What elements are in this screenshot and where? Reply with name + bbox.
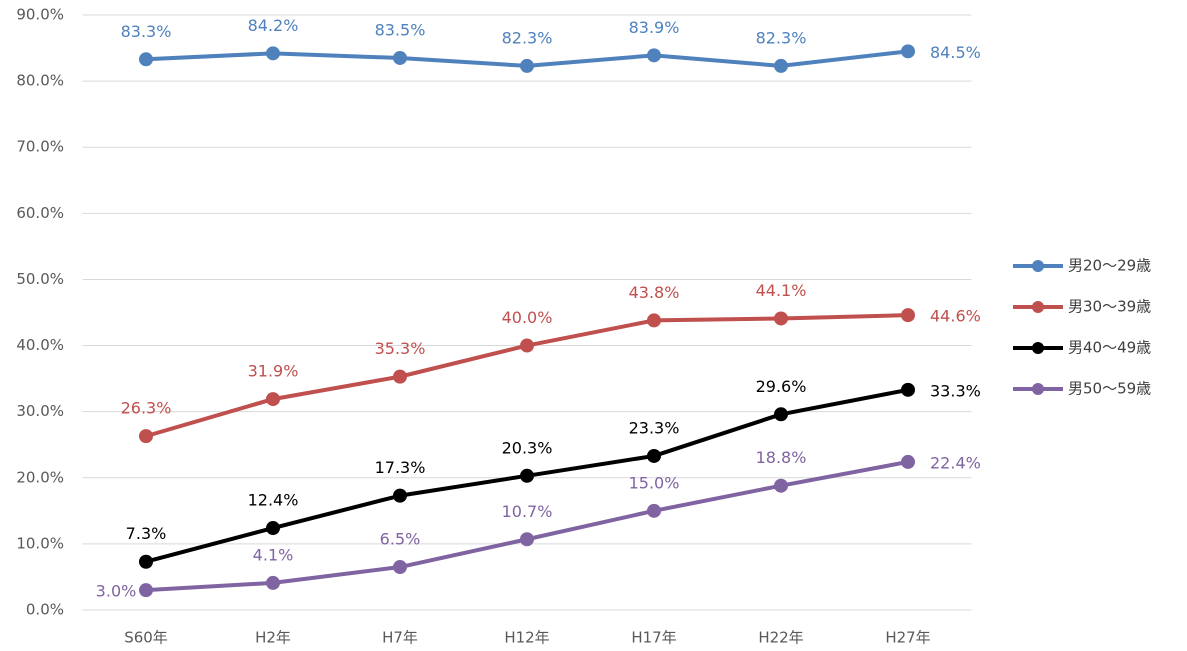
y-tick-label: 40.0% (16, 336, 64, 354)
y-tick-label: 80.0% (16, 72, 64, 90)
data-label: 15.0% (629, 473, 680, 492)
legend-label: 男20〜29歳 (1068, 257, 1151, 275)
data-label: 18.8% (756, 448, 807, 467)
point (647, 48, 661, 63)
point (266, 521, 280, 536)
point (520, 468, 534, 483)
point (393, 369, 407, 384)
point (774, 478, 788, 493)
data-label: 20.3% (502, 438, 553, 457)
data-label: 10.7% (502, 502, 553, 521)
point (393, 50, 407, 65)
legend-label: 男40〜49歳 (1068, 339, 1151, 357)
legend-marker (1032, 260, 1044, 272)
point (901, 382, 915, 397)
y-tick-label: 30.0% (16, 402, 64, 420)
x-tick-label: S60年 (124, 629, 168, 647)
x-tick-label: H27年 (885, 629, 930, 647)
data-label: 44.6% (930, 307, 981, 326)
data-label: 84.2% (248, 16, 299, 35)
legend-marker (1032, 383, 1044, 395)
point (647, 503, 661, 518)
data-label: 43.8% (629, 283, 680, 302)
data-label: 33.3% (930, 381, 981, 400)
data-label: 83.9% (629, 18, 680, 37)
data-label: 6.5% (380, 530, 421, 549)
point (139, 583, 153, 598)
data-label: 4.1% (253, 545, 294, 564)
point (520, 58, 534, 73)
point (266, 392, 280, 407)
data-label: 3.0% (96, 582, 137, 601)
point (139, 554, 153, 569)
data-label: 26.3% (121, 399, 172, 418)
point (139, 429, 153, 444)
point (520, 338, 534, 353)
y-tick-label: 70.0% (16, 138, 64, 156)
y-tick-label: 0.0% (26, 601, 64, 619)
y-tick-label: 10.0% (16, 534, 64, 552)
point (774, 311, 788, 326)
data-label: 44.1% (756, 281, 807, 300)
x-tick-label: H22年 (758, 629, 803, 647)
legend-marker (1032, 342, 1044, 354)
x-tick-label: H7年 (382, 629, 418, 647)
point (393, 560, 407, 575)
point (901, 454, 915, 469)
point (266, 46, 280, 61)
point (901, 44, 915, 59)
y-tick-label: 60.0% (16, 204, 64, 222)
point (647, 313, 661, 328)
point (774, 58, 788, 73)
y-tick-label: 50.0% (16, 270, 64, 288)
legend-label: 男30〜39歳 (1068, 298, 1151, 316)
data-label: 7.3% (126, 524, 167, 543)
point (393, 488, 407, 503)
x-tick-label: H12年 (504, 629, 549, 647)
y-tick-label: 90.0% (16, 6, 64, 24)
data-label: 12.4% (248, 491, 299, 510)
data-label: 22.4% (930, 453, 981, 472)
data-label: 84.5% (930, 43, 981, 62)
point (520, 532, 534, 547)
point (774, 407, 788, 422)
legend-marker (1032, 301, 1044, 313)
data-label: 40.0% (502, 308, 553, 327)
point (647, 448, 661, 463)
data-label: 23.3% (629, 418, 680, 437)
data-label: 82.3% (756, 28, 807, 47)
data-label: 83.5% (375, 20, 426, 39)
data-label: 82.3% (502, 28, 553, 47)
point (139, 52, 153, 67)
point (901, 308, 915, 323)
data-label: 17.3% (375, 458, 426, 477)
data-label: 35.3% (375, 339, 426, 358)
point (266, 575, 280, 590)
x-tick-label: H17年 (631, 629, 676, 647)
legend-label: 男50〜59歳 (1068, 380, 1151, 398)
y-tick-label: 20.0% (16, 468, 64, 486)
data-label: 31.9% (248, 362, 299, 381)
x-tick-label: H2年 (255, 629, 291, 647)
data-label: 83.3% (121, 22, 172, 41)
data-label: 29.6% (756, 377, 807, 396)
